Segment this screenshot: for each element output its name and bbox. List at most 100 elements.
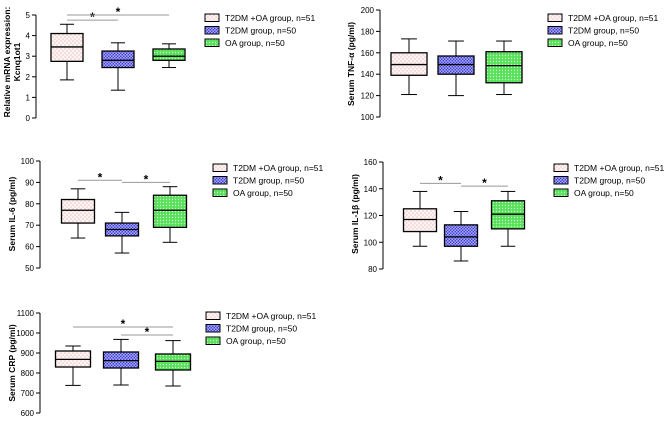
y-tick-label: 800 — [21, 369, 35, 378]
box-1 — [102, 338, 140, 386]
legend-swatch-oa — [205, 336, 221, 345]
y-tick-label: 70 — [25, 221, 34, 230]
legend-crp: T2DM +OA group, n=51 T2DM group, n=50 OA g… — [205, 311, 317, 346]
legend-label-t2dm_oa: T2DM +OA group, n=51 — [568, 13, 659, 23]
legend-label-oa: OA group, n=50 — [233, 188, 293, 198]
y-tick-label: 1100 — [17, 309, 35, 318]
box-0 — [390, 38, 428, 96]
y-tick-label: 900 — [21, 349, 35, 358]
box-iqr — [152, 48, 186, 61]
panel-crp: 600 700 800 900 1000 1100 * * Serum CRP (pg/ml)… — [7, 309, 317, 418]
y-axis-label-il6: Serum IL-6 (pg/ml) — [7, 177, 17, 252]
legend-swatch-t2dm — [204, 26, 220, 35]
box-iqr — [101, 50, 135, 69]
box-2 — [154, 340, 192, 387]
legend-swatch-oa — [547, 38, 563, 47]
legend-il6: T2DM +OA group, n=51 T2DM group, n=50 OA g… — [212, 163, 324, 198]
box-iqr — [443, 224, 479, 247]
legend-swatch-oa — [212, 188, 228, 197]
y-axis-label-kcnq1ot1: Relative mRNA expression: — [2, 6, 12, 117]
significance-star: * — [438, 173, 443, 187]
legend-swatch-t2dm — [547, 26, 563, 35]
box-1 — [437, 40, 475, 97]
legend-label-oa: OA group, n=50 — [568, 38, 628, 48]
panel-tnf: 100 120 140 160 180 200 Serum TNF-α (pg/ml) T… — [346, 6, 659, 122]
box-2 — [490, 190, 526, 247]
plot-kcnq1ot1: 0 1 2 3 4 5 * * — [26, 5, 186, 123]
legend-label-oa: OA group, n=50 — [574, 188, 634, 198]
significance-star: * — [482, 176, 487, 190]
legend-swatch-t2dm — [212, 176, 228, 185]
plot-il1b: 80 100 120 140 160 * * — [364, 158, 526, 274]
y-tick-label: 140 — [361, 70, 375, 79]
legend-swatch-t2dm_oa — [204, 13, 220, 22]
box-iqr — [152, 194, 188, 228]
y-tick-label: 80 — [25, 200, 34, 209]
plot-crp: 600 700 800 900 1000 1100 * * — [16, 309, 192, 418]
significance-star: * — [90, 10, 95, 24]
significance-star: * — [121, 317, 126, 331]
legend-label-t2dm_oa: T2DM +OA group, n=51 — [233, 163, 324, 173]
legend-swatch-t2dm_oa — [547, 13, 563, 22]
y-tick-label: 100 — [21, 157, 35, 166]
legend-label-oa: OA group, n=50 — [225, 38, 285, 48]
y-tick-label: 1 — [26, 93, 31, 102]
y-tick-label: 140 — [364, 185, 378, 194]
y-tick-label: 180 — [361, 27, 375, 36]
box-iqr — [402, 208, 438, 233]
box-0 — [54, 345, 92, 386]
legend-label-t2dm_oa: T2DM +OA group, n=51 — [574, 163, 665, 173]
legend-swatch-t2dm — [553, 176, 569, 185]
plot-tnf: 100 120 140 160 180 200 — [361, 6, 523, 122]
y-axis-label-crp: Serum CRP (pg/ml) — [7, 324, 17, 401]
plot-il6: 50 60 70 80 90 100 * * — [21, 157, 188, 273]
y-tick-label: 90 — [25, 178, 34, 187]
y-tick-label: 200 — [361, 6, 375, 15]
legend-label-oa: OA group, n=50 — [226, 336, 286, 346]
legend-label-t2dm_oa: T2DM +OA group, n=51 — [226, 311, 317, 321]
legend-swatch-t2dm_oa — [553, 163, 569, 172]
box-2 — [152, 186, 188, 243]
box-iqr — [60, 198, 96, 224]
legend-label-t2dm: T2DM group, n=50 — [233, 176, 304, 186]
panel-il1b: 80 100 120 140 160 * * Serum IL-1β (pg/ml) T2D… — [350, 158, 665, 274]
box-0 — [402, 190, 438, 247]
legend-label-t2dm: T2DM group, n=50 — [568, 26, 639, 36]
legend-swatch-t2dm_oa — [212, 163, 228, 172]
significance-star: * — [145, 325, 150, 339]
box-2 — [152, 43, 186, 69]
significance-star: * — [98, 170, 103, 184]
legend-swatch-oa — [553, 188, 569, 197]
box-0 — [60, 188, 96, 239]
panel-kcnq1ot1: 0 1 2 3 4 5 * * Relative mRNA expression: Kcnq1… — [2, 5, 316, 123]
y-tick-label: 3 — [26, 52, 31, 61]
y-tick-label: 100 — [364, 238, 378, 247]
y-tick-label: 120 — [364, 212, 378, 221]
legend-label-t2dm_oa: T2DM +OA group, n=51 — [225, 13, 316, 23]
y-tick-label: 60 — [25, 243, 34, 252]
y-tick-label: 4 — [26, 32, 31, 41]
y-tick-label: 160 — [364, 158, 378, 167]
box-iqr — [485, 51, 523, 84]
y-tick-label: 1000 — [16, 329, 34, 338]
y-axis-label-tnf: Serum TNF-α (pg/ml) — [346, 22, 356, 106]
significance-star: * — [144, 172, 149, 186]
y-axis-label2-kcnq1ot1: Kcnq1ot1 — [12, 42, 22, 81]
y-tick-label: 80 — [368, 265, 377, 274]
box-1 — [104, 211, 140, 254]
legend-swatch-oa — [204, 38, 220, 47]
legend-label-t2dm: T2DM group, n=50 — [574, 176, 645, 186]
y-tick-label: 160 — [361, 49, 375, 58]
y-tick-label: 120 — [361, 92, 375, 101]
y-axis-label-il1b: Serum IL-1β (pg/ml) — [350, 174, 360, 254]
legend-il1b: T2DM +OA group, n=51 T2DM group, n=50 OA g… — [553, 163, 665, 198]
y-tick-label: 50 — [25, 264, 34, 273]
y-tick-label: 100 — [361, 113, 375, 122]
significance-star: * — [116, 5, 121, 19]
y-tick-label: 2 — [26, 73, 31, 82]
panel-il6: 50 60 70 80 90 100 * * Serum IL-6 (pg/ml) T2DM … — [7, 157, 324, 273]
legend-label-t2dm: T2DM group, n=50 — [226, 324, 297, 334]
legend-kcnq1ot1: T2DM +OA group, n=51 T2DM group, n=50 OA g… — [204, 13, 316, 48]
box-1 — [443, 210, 479, 262]
